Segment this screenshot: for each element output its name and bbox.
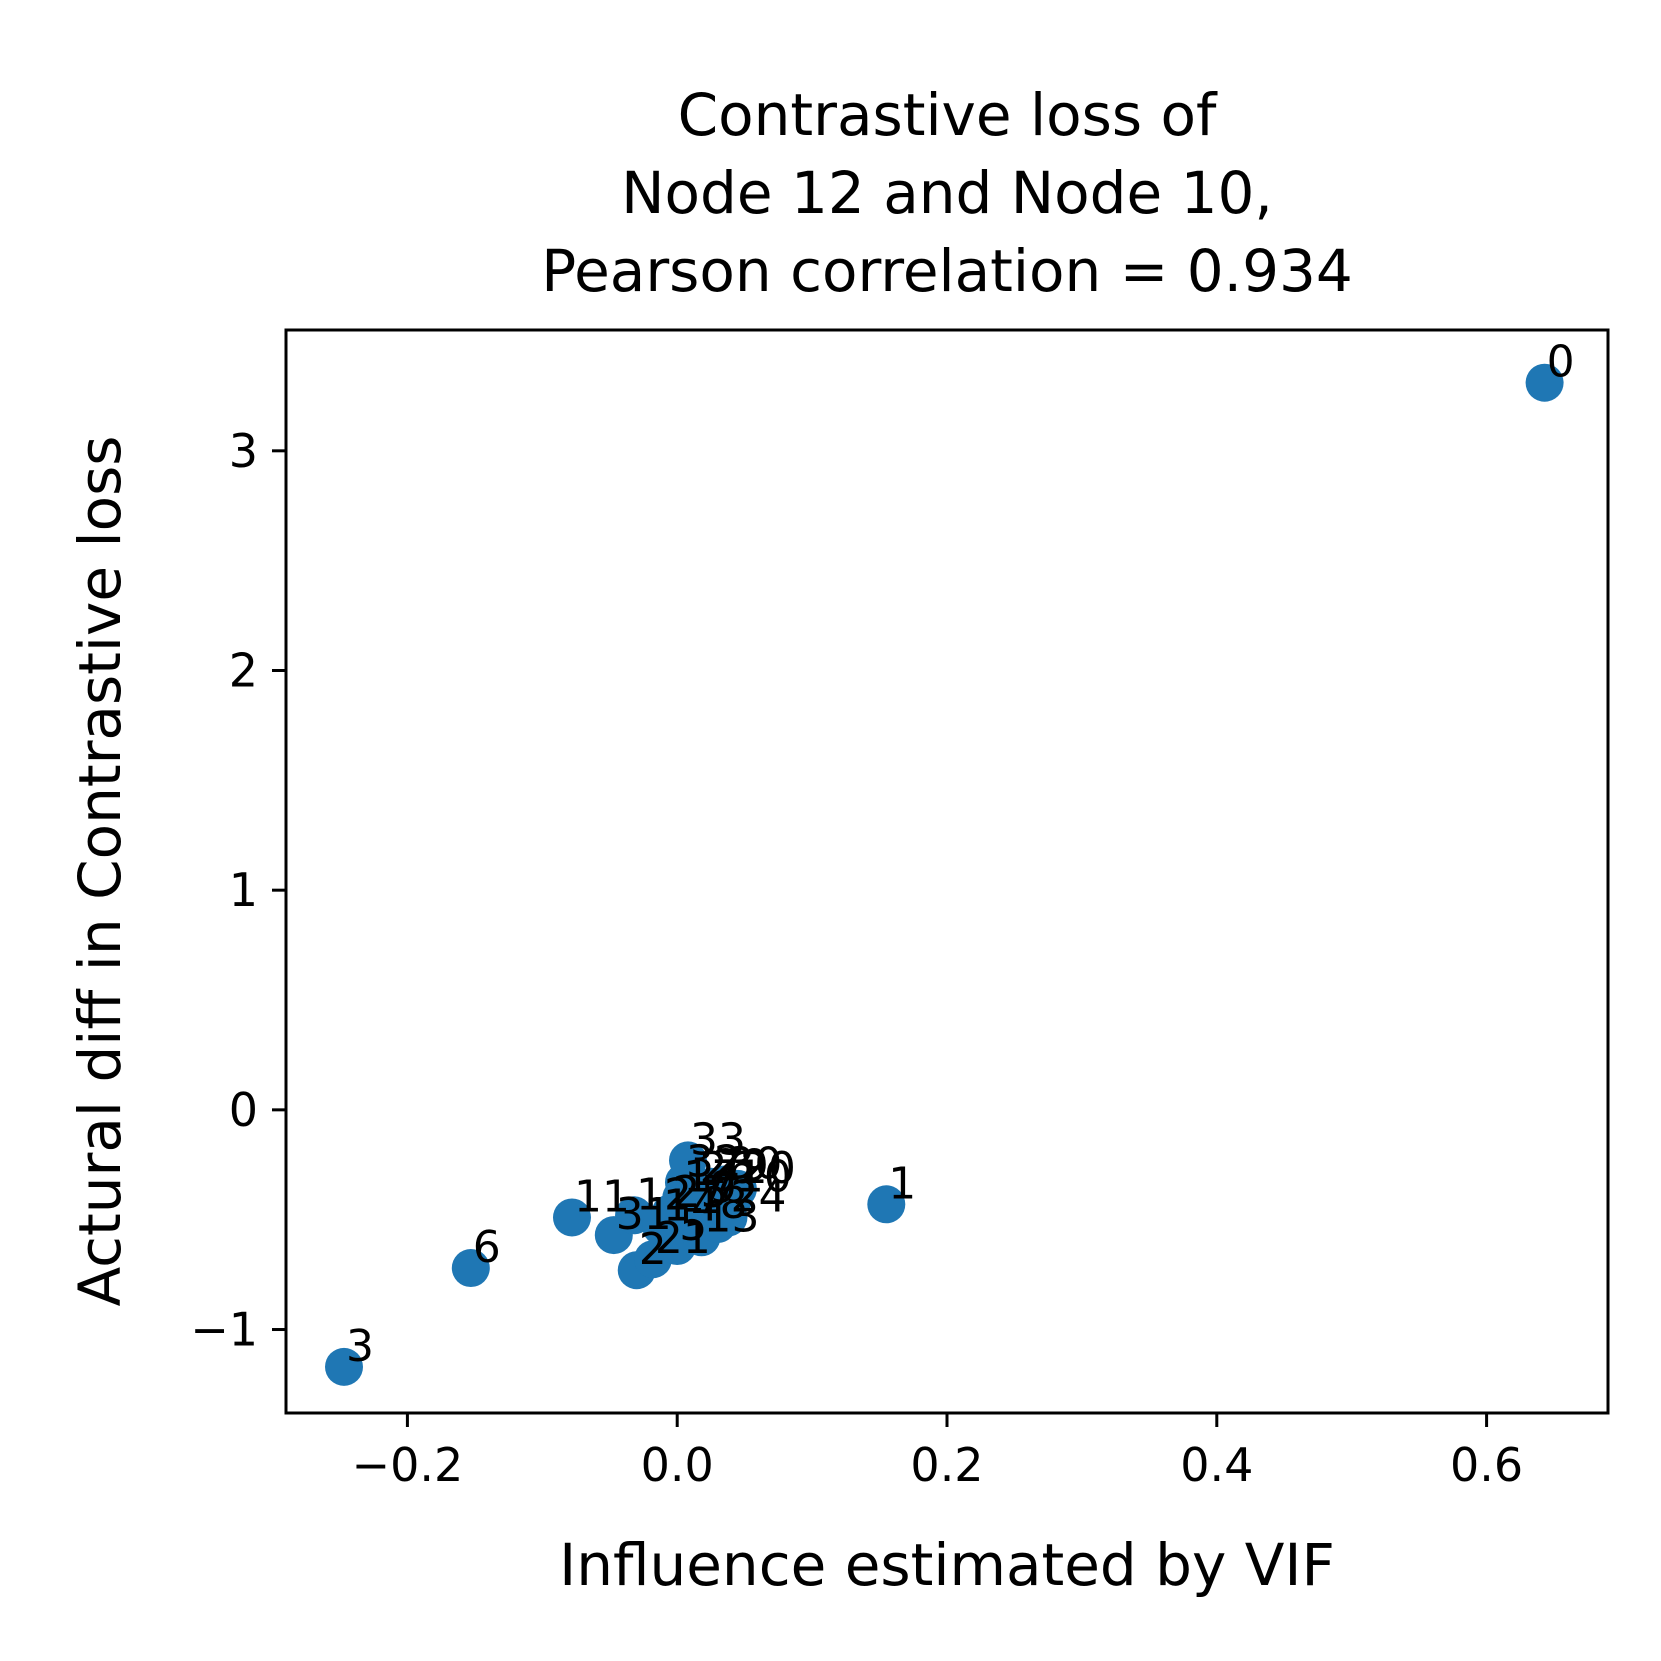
data-point-33 (668, 1141, 707, 1180)
point-label-11: 11 (574, 1171, 630, 1222)
point-label-31: 31 (616, 1189, 672, 1240)
x-tick-label: 0.4 (1180, 1438, 1253, 1492)
data-points (325, 363, 1564, 1386)
point-label-30: 30 (726, 1139, 782, 1190)
point-label-3: 3 (346, 1321, 374, 1372)
x-tick-label: 0.6 (1450, 1438, 1523, 1492)
point-label-17: 17 (683, 1152, 739, 1203)
point-label-21: 21 (655, 1213, 711, 1264)
point-label-9: 9 (709, 1163, 737, 1214)
point-label-29: 29 (713, 1141, 769, 1192)
point-label-0: 0 (1547, 337, 1575, 388)
title-line-1: Node 12 and Node 10, (621, 159, 1273, 227)
point-label-33: 33 (690, 1114, 746, 1165)
y-tick-label: 1 (229, 863, 258, 917)
title-line-2: Pearson correlation = 0.934 (541, 237, 1353, 305)
x-axis-label: Influence estimated by VIF (559, 1531, 1335, 1599)
data-point-11 (552, 1198, 591, 1237)
x-tick-label: −0.2 (352, 1438, 464, 1492)
y-tick-label: 2 (229, 643, 258, 697)
point-label-13: 13 (703, 1191, 759, 1242)
y-tick-label: −1 (190, 1303, 258, 1357)
point-labels: 0136113112221142551732337261392983024102… (346, 337, 1575, 1372)
data-point-3 (325, 1347, 364, 1386)
point-label-7: 7 (695, 1174, 723, 1225)
point-label-1: 1 (888, 1158, 916, 1209)
point-label-25: 25 (672, 1167, 728, 1218)
plot-frame (284, 328, 1610, 1415)
data-point-20 (718, 1169, 757, 1208)
data-point-1 (867, 1185, 906, 1224)
chart-title: Contrastive loss of Node 12 and Node 10, P… (541, 81, 1353, 305)
point-label-5: 5 (679, 1200, 707, 1251)
y-tick-label: 0 (229, 1083, 258, 1137)
point-label-14: 14 (663, 1180, 719, 1231)
point-label-24: 24 (730, 1171, 786, 1222)
data-point-0 (1525, 363, 1564, 402)
point-label-10: 10 (736, 1152, 792, 1203)
point-label-6: 6 (473, 1222, 501, 1273)
point-label-12: 12 (636, 1169, 692, 1220)
point-label-8: 8 (720, 1178, 748, 1229)
data-point-6 (451, 1249, 490, 1288)
point-label-2: 2 (639, 1224, 667, 1275)
y-axis-label: Actural diff in Contrastive loss (66, 435, 134, 1306)
point-label-32: 32 (686, 1136, 742, 1187)
x-tick-label: 0.0 (641, 1438, 714, 1492)
point-label-26: 26 (699, 1143, 755, 1194)
y-tick-label: 3 (229, 424, 258, 478)
x-tick-label: 0.2 (910, 1438, 983, 1492)
title-line-0: Contrastive loss of (678, 81, 1218, 149)
point-label-20: 20 (740, 1143, 796, 1194)
